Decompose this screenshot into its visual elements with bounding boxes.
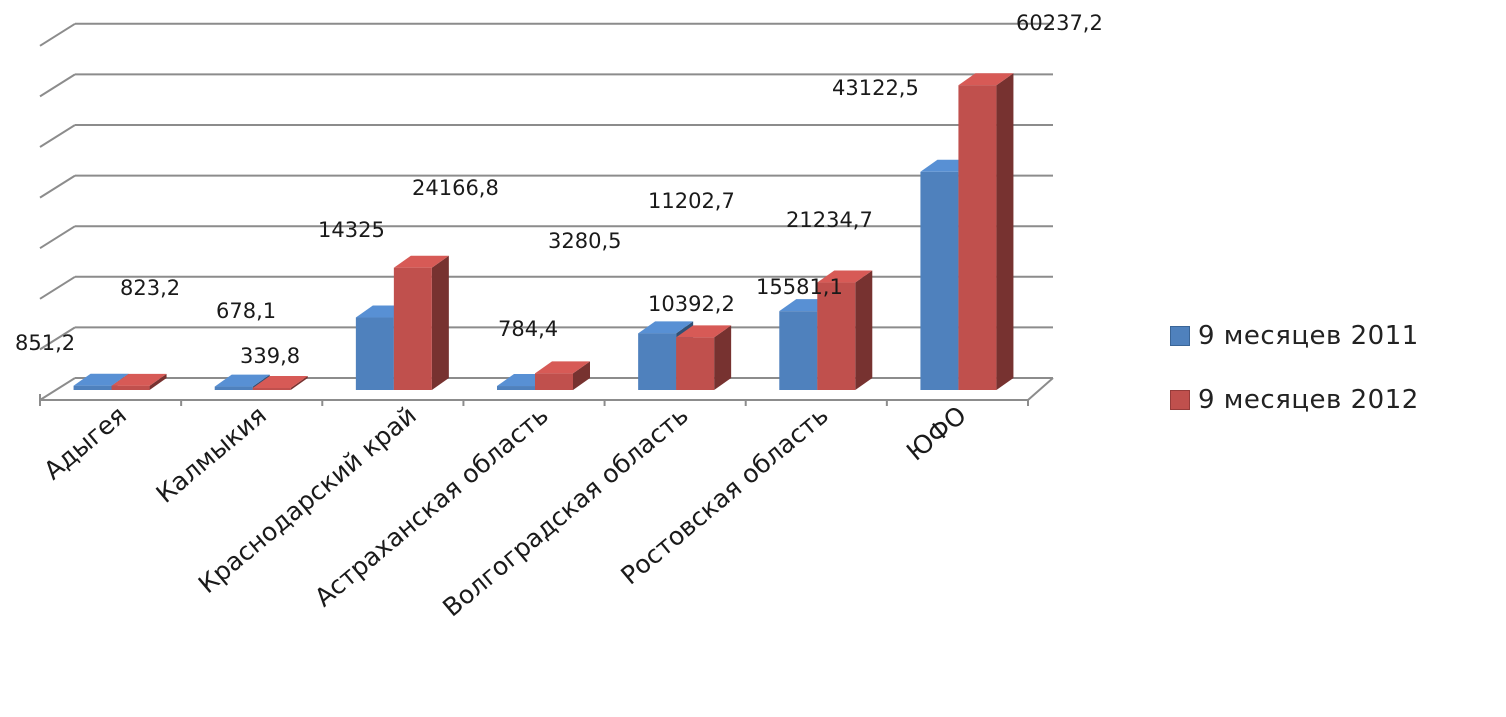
- bar-2012: [535, 373, 573, 390]
- bar-side-2012: [573, 361, 590, 390]
- data-label-2012: 823,2: [120, 276, 180, 300]
- bar-top-2012: [535, 361, 590, 374]
- legend-label-2012: 9 месяцев 2012: [1198, 385, 1419, 415]
- data-label-2012: 3280,5: [548, 229, 621, 253]
- bar-2011: [355, 317, 394, 390]
- bar-top-2012: [393, 255, 449, 268]
- x-tick-label: Калмыкия: [151, 400, 272, 508]
- bar-2011: [497, 386, 535, 390]
- bar-2011: [779, 311, 818, 390]
- gridline-side: [39, 275, 76, 300]
- bar-2011: [638, 333, 677, 390]
- bar-2012: [111, 385, 150, 390]
- bar-2011: [214, 386, 253, 390]
- bar-side-2012: [714, 325, 732, 390]
- gridline-side: [39, 225, 76, 250]
- legend-swatch-2011: [1170, 326, 1190, 346]
- data-label-2011: 43122,5: [832, 76, 919, 100]
- bar-top-2012: [676, 325, 732, 338]
- x-tick-label: Адыгея: [38, 400, 131, 485]
- gridline-side: [39, 124, 76, 148]
- bar-2012: [817, 282, 856, 390]
- bar-side-2012: [431, 255, 449, 390]
- bar-top-2012: [252, 376, 308, 388]
- data-label-2011: 851,2: [15, 331, 75, 355]
- data-label-2012: 10392,2: [648, 292, 735, 316]
- legend-item-2012: 9 месяцев 2012: [1170, 382, 1500, 418]
- data-label-2012: 60237,2: [1016, 11, 1103, 35]
- bar-2011: [920, 171, 959, 390]
- bar-top-2011: [214, 374, 270, 387]
- gridline-side: [39, 22, 76, 47]
- bar-top-2011: [638, 321, 694, 334]
- data-label-2011: 14325: [318, 218, 385, 242]
- bar-top-2012: [817, 270, 873, 283]
- bar-2012: [393, 267, 432, 390]
- legend-item-2011: 9 месяцев 2011: [1170, 318, 1500, 354]
- x-tick-label: Волгоградская область: [437, 400, 694, 622]
- bar-2012: [958, 85, 997, 390]
- bar-top-2011: [73, 373, 129, 386]
- x-tick-label: Астраханская область: [309, 400, 554, 612]
- gridline-side: [39, 174, 76, 199]
- bar-side-2012: [149, 373, 167, 390]
- bar-top-2012: [111, 373, 167, 386]
- bar-side-2012: [290, 376, 308, 390]
- bar-2012: [676, 337, 715, 390]
- data-label-2011: 678,1: [216, 299, 276, 323]
- data-label-2012: 24166,8: [412, 176, 499, 200]
- data-label-2011: 784,4: [498, 317, 558, 341]
- data-label-2011: 15581,1: [756, 275, 843, 299]
- floor-side-edge: [1027, 377, 1054, 401]
- legend-label-2011: 9 месяцев 2011: [1198, 321, 1419, 351]
- bar-side-2012: [855, 270, 873, 390]
- data-label-2012: 339,8: [240, 344, 300, 368]
- data-label-2012: 21234,7: [786, 208, 873, 232]
- bar-side-2012: [996, 73, 1014, 390]
- bar-2012: [252, 388, 291, 390]
- gridline-side: [39, 377, 76, 401]
- bar-2011: [73, 385, 112, 390]
- bar-top-2012: [958, 73, 1014, 86]
- gridline-side: [39, 326, 76, 351]
- x-tick-label: ЮФО: [901, 400, 972, 466]
- legend: 9 месяцев 2011 9 месяцев 2012: [1170, 318, 1500, 446]
- legend-swatch-2012: [1170, 390, 1190, 410]
- data-label-2011: 11202,7: [648, 189, 735, 213]
- gridline-side: [39, 73, 76, 98]
